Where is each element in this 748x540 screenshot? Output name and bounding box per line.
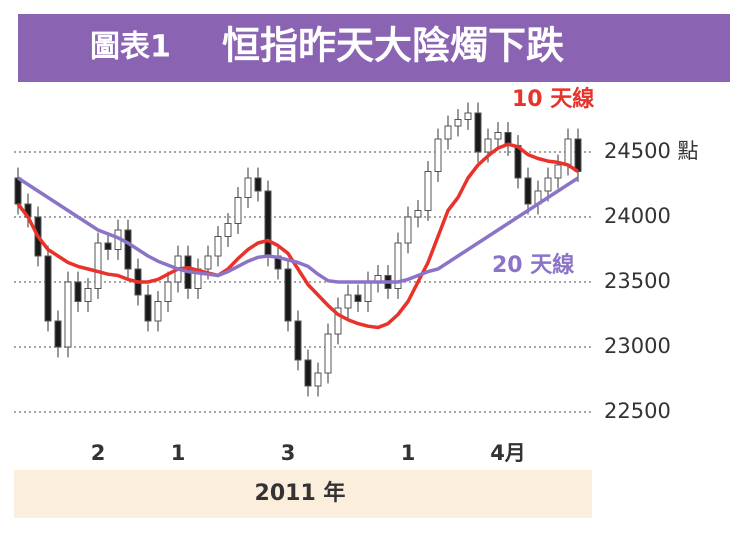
series-label: 10 天線 (512, 86, 594, 112)
candle-body (214, 236, 222, 257)
x-tick-label: 3 (281, 441, 296, 465)
moving-average-line (16, 142, 579, 330)
candle-body (94, 242, 102, 289)
y-tick-label: 24000 (604, 204, 671, 228)
candle-body (574, 138, 582, 172)
chart-title: 恒指昨天大陰燭下跌 (222, 24, 564, 68)
candle-body (494, 132, 502, 140)
y-tick-label: 23000 (604, 334, 671, 358)
candle-body (554, 164, 562, 179)
series-label: 20 天線 (492, 252, 574, 278)
candle-body (454, 119, 462, 127)
candle-body (244, 177, 252, 198)
candle-body (364, 281, 372, 302)
x-tick-label: 2 (91, 441, 106, 465)
y-tick-label: 22500 (604, 399, 671, 423)
x-label-band (14, 470, 592, 518)
candle-body (294, 320, 302, 361)
candle-body (254, 177, 262, 192)
candle-body (354, 294, 362, 302)
candle-body (314, 372, 322, 387)
candle-body (84, 288, 92, 302)
candle-body (234, 197, 242, 224)
candle-body (394, 242, 402, 289)
candle-body (124, 229, 132, 270)
candle-body (344, 294, 352, 309)
candle-body (44, 255, 52, 322)
x-tick-label: 1 (171, 441, 186, 465)
moving-average-line (17, 176, 579, 284)
candle-body (404, 216, 412, 244)
candle-body (524, 177, 532, 205)
candle-body (154, 301, 162, 322)
candle-body (144, 294, 152, 322)
candle-body (564, 138, 572, 166)
candle-body (14, 177, 22, 205)
candle-body (334, 307, 342, 335)
candle-body (284, 268, 292, 322)
candle-body (54, 320, 62, 348)
candle-body (304, 359, 312, 387)
candle-body (64, 281, 72, 348)
y-tick-label: 23500 (604, 269, 671, 293)
candle-body (444, 125, 452, 140)
candle-body (434, 138, 442, 172)
candle-body (544, 177, 552, 192)
candle-body (204, 255, 212, 270)
candle-body (324, 333, 332, 374)
candle-body (224, 223, 232, 237)
y-tick-label: 24500 點 (604, 139, 698, 163)
candle-body (264, 190, 272, 257)
x-tick-label: 4月 (490, 441, 526, 465)
candle-body (164, 281, 172, 302)
figure-label: 圖表1 (90, 30, 171, 65)
candle-body (464, 112, 472, 120)
candle-body (414, 210, 422, 218)
x-axis-label: 2011 年 (255, 480, 346, 506)
candle-body (104, 242, 112, 250)
candle-body (484, 138, 492, 153)
candle-body (74, 281, 82, 302)
title-banner (18, 14, 730, 82)
x-tick-label: 1 (401, 441, 416, 465)
candle-body (474, 112, 482, 153)
candle-body (424, 171, 432, 211)
